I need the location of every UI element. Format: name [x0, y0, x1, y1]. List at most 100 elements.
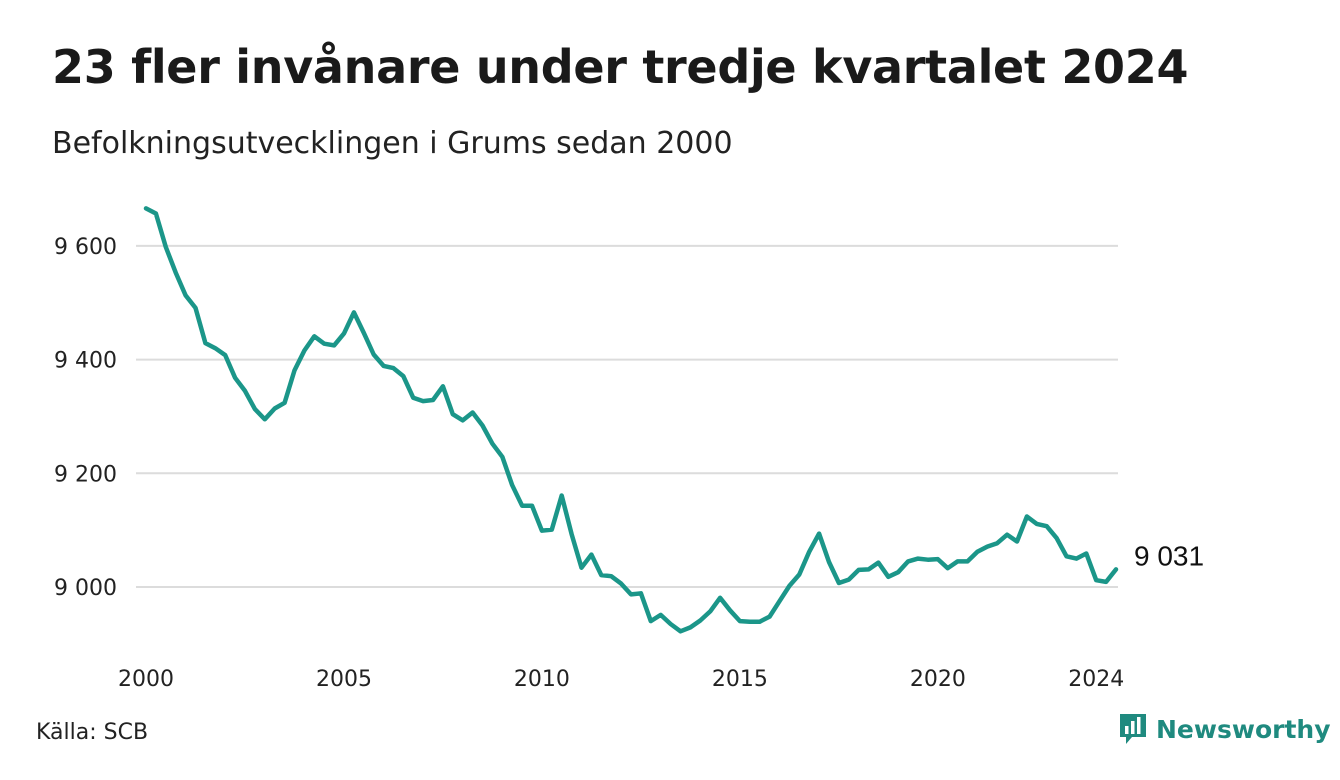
data-point — [977, 551, 979, 553]
data-point — [1046, 525, 1048, 527]
data-point — [907, 561, 909, 563]
x-tick-label: 2000 — [118, 667, 174, 692]
data-point — [472, 412, 474, 414]
data-point — [610, 575, 612, 577]
source-note: Källa: SCB — [36, 720, 149, 745]
data-point — [422, 400, 424, 402]
data-point — [729, 610, 731, 612]
newsworthy-logo-icon — [1120, 714, 1146, 744]
data-point — [254, 408, 256, 410]
data-point — [224, 354, 226, 356]
data-point — [1076, 558, 1078, 560]
data-point — [531, 505, 533, 507]
data-point — [274, 408, 276, 410]
data-point — [897, 571, 899, 573]
chart-subtitle: Befolkningsutvecklingen i Grums sedan 20… — [52, 126, 733, 161]
data-point — [264, 418, 266, 420]
data-point — [234, 377, 236, 379]
end-label-group: 9 031 — [1134, 540, 1204, 571]
data-point — [363, 332, 365, 334]
data-point — [343, 333, 345, 335]
data-point — [591, 554, 593, 556]
data-point — [789, 585, 791, 587]
data-point — [541, 530, 543, 532]
data-point — [858, 569, 860, 571]
gridlines — [136, 244, 1118, 588]
y-tick-label: 9 200 — [54, 462, 117, 487]
x-tick-label: 2010 — [514, 667, 570, 692]
data-point — [967, 561, 969, 563]
data-point — [492, 443, 494, 445]
end-value-label: 9 031 — [1134, 540, 1204, 571]
data-point — [165, 246, 167, 248]
data-point — [937, 558, 939, 560]
data-point — [818, 533, 820, 535]
data-point — [205, 342, 207, 344]
data-point — [709, 611, 711, 613]
y-axis-ticks: 9 000 9 200 9 400 9 600 — [54, 235, 117, 601]
x-axis-ticks: 2000 2005 2010 2015 2020 2024 — [118, 667, 1124, 692]
data-point — [195, 307, 197, 309]
data-point — [1056, 537, 1058, 539]
data-point — [769, 616, 771, 618]
data-point — [373, 354, 375, 356]
data-point — [571, 533, 573, 535]
data-point — [838, 582, 840, 584]
x-tick-label: 2015 — [712, 667, 768, 692]
data-point — [828, 561, 830, 563]
data-point — [294, 370, 296, 372]
data-point — [620, 583, 622, 585]
data-point — [808, 551, 810, 553]
x-tick-label: 2020 — [910, 667, 966, 692]
data-point — [798, 574, 800, 576]
y-tick-label: 9 000 — [54, 576, 117, 601]
data-point — [1066, 556, 1068, 558]
data-point — [155, 213, 157, 215]
data-point — [432, 399, 434, 401]
data-point — [759, 621, 761, 623]
data-point — [412, 397, 414, 399]
data-point — [670, 623, 672, 625]
data-point — [551, 529, 553, 531]
data-point — [996, 542, 998, 544]
data-point — [779, 600, 781, 602]
data-point — [878, 562, 880, 564]
data-point — [145, 208, 147, 210]
x-tick-label: 2024 — [1068, 667, 1124, 692]
brand-logo: Newsworthy — [1118, 712, 1331, 746]
data-point — [185, 295, 187, 297]
data-point — [987, 546, 989, 548]
data-point — [690, 627, 692, 629]
series-line — [143, 206, 1119, 634]
data-point — [848, 579, 850, 581]
data-point — [561, 495, 563, 497]
data-point — [917, 558, 919, 560]
data-point — [284, 402, 286, 404]
data-point — [749, 621, 751, 623]
data-points — [145, 208, 1117, 633]
data-point — [1115, 569, 1117, 571]
data-point — [680, 631, 682, 633]
data-point — [660, 614, 662, 616]
data-point — [502, 456, 504, 458]
data-point — [1026, 516, 1028, 518]
data-point — [511, 484, 513, 486]
data-point — [1105, 581, 1107, 583]
data-point — [888, 576, 890, 578]
data-point — [313, 335, 315, 337]
series-group — [143, 206, 1119, 634]
data-point — [482, 425, 484, 427]
data-point — [1036, 523, 1038, 525]
data-point — [699, 620, 701, 622]
data-point — [927, 559, 929, 561]
data-point — [650, 620, 652, 622]
line-chart: 9 000 9 200 9 400 9 600 2000 2005 2010 2015 202… — [54, 206, 1204, 692]
data-point — [304, 350, 306, 352]
data-point — [333, 345, 335, 347]
data-point — [739, 620, 741, 622]
data-point — [601, 574, 603, 576]
data-point — [403, 375, 405, 377]
data-point — [175, 272, 177, 274]
data-point — [1006, 534, 1008, 536]
x-tick-label: 2005 — [316, 667, 372, 692]
